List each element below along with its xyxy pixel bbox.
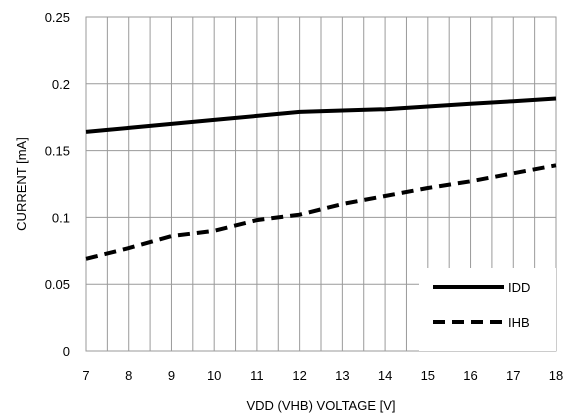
y-tick-label: 0.2: [52, 77, 70, 92]
x-tick-label: 15: [421, 368, 435, 383]
legend-box: [419, 268, 556, 351]
y-tick-label: 0: [63, 344, 70, 359]
x-tick-label: 16: [463, 368, 477, 383]
x-tick-label: 18: [549, 368, 563, 383]
x-axis-label: VDD (VHB) VOLTAGE [V]: [246, 398, 395, 413]
x-tick-label: 12: [292, 368, 306, 383]
series-line-idd: [85, 96, 557, 134]
x-tick-label: 14: [378, 368, 392, 383]
y-axis-ticks: 0 0.05 0.1 0.15 0.2 0.25: [45, 10, 70, 359]
x-tick-label: 7: [82, 368, 89, 383]
x-tick-label: 11: [250, 368, 264, 383]
series-line-ihb: [85, 163, 557, 261]
x-axis-ticks: 7 8 9 10 11 12 13 14 15 16 17 18: [82, 368, 563, 383]
legend: IDD IHB: [433, 280, 530, 330]
x-tick-label: 17: [506, 368, 520, 383]
y-tick-label: 0.15: [45, 144, 70, 159]
y-tick-label: 0.1: [52, 210, 70, 225]
x-tick-label: 9: [168, 368, 175, 383]
y-tick-label: 0.05: [45, 277, 70, 292]
legend-label-idd: IDD: [508, 280, 530, 295]
y-axis-label: CURRENT [mA]: [14, 137, 29, 231]
legend-label-ihb: IHB: [508, 315, 530, 330]
y-tick-label: 0.25: [45, 10, 70, 25]
x-tick-label: 8: [125, 368, 132, 383]
plot-frame: [85, 16, 557, 352]
x-tick-label: 10: [207, 368, 221, 383]
series-lines: [85, 96, 557, 261]
x-tick-label: 13: [335, 368, 349, 383]
